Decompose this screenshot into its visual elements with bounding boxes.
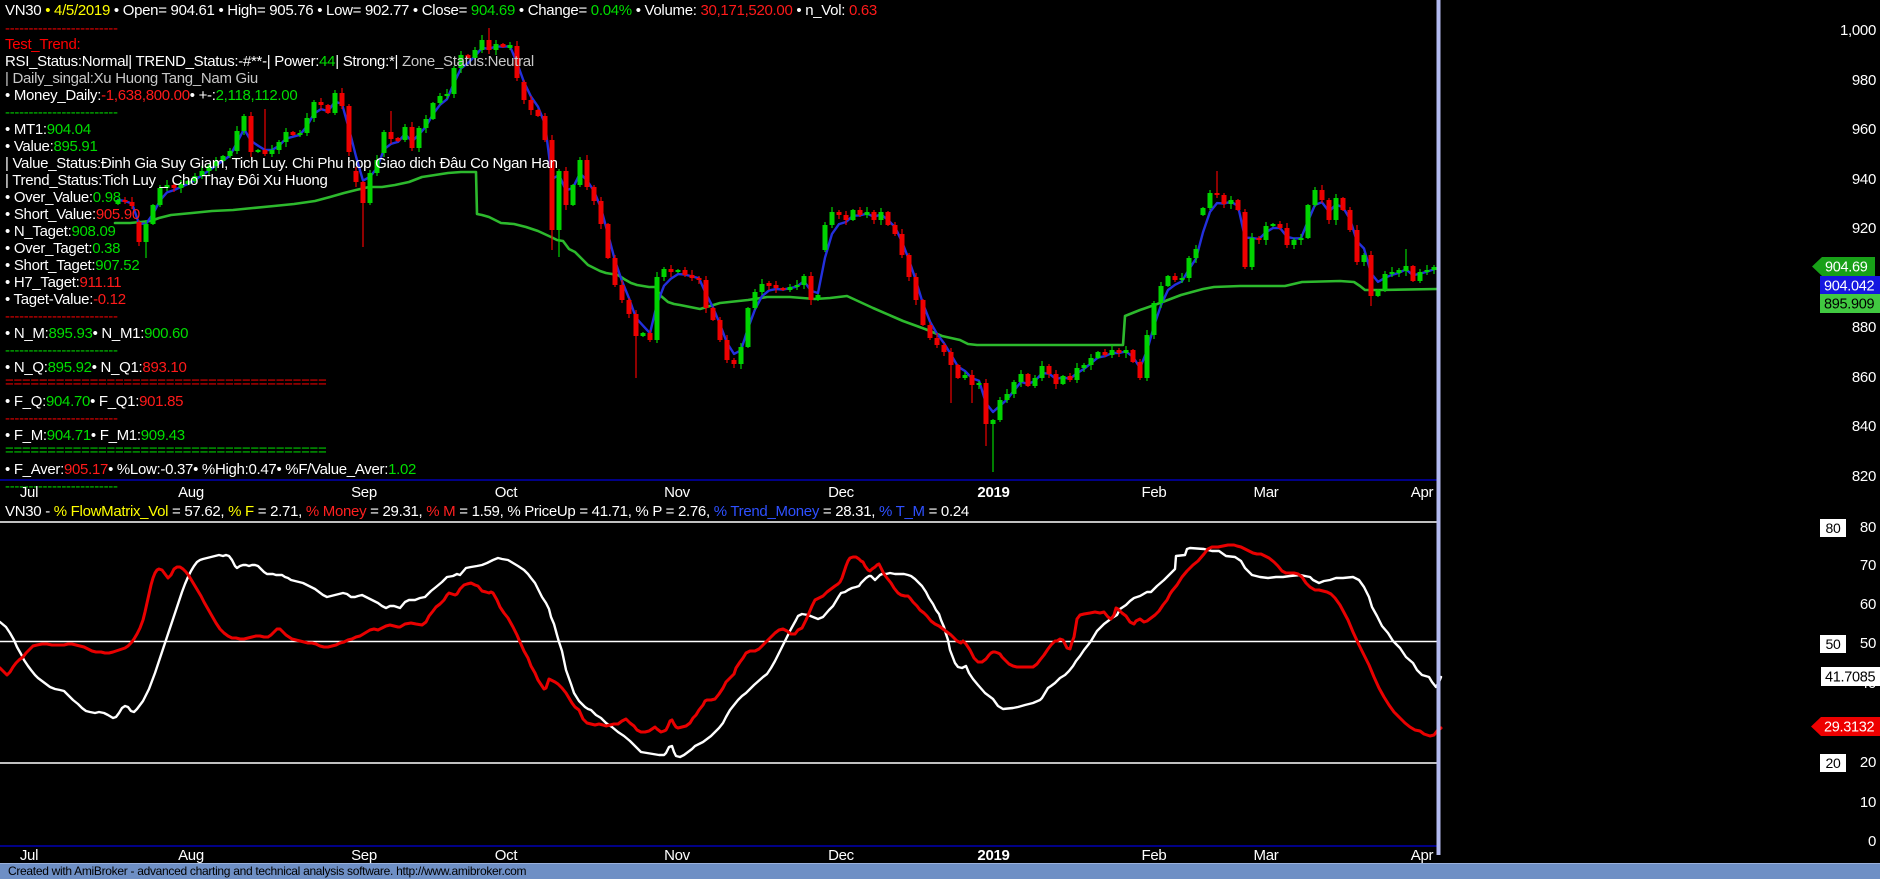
svg-text:41.7085: 41.7085 [1825,670,1876,686]
svg-text:20: 20 [1826,755,1841,771]
svg-text:904.042: 904.042 [1824,279,1875,295]
svg-text:895.909: 895.909 [1824,297,1875,313]
svg-text:29.3132: 29.3132 [1824,720,1875,736]
svg-text:80: 80 [1826,520,1841,536]
svg-text:904.69: 904.69 [1825,260,1868,276]
svg-text:50: 50 [1826,636,1841,652]
